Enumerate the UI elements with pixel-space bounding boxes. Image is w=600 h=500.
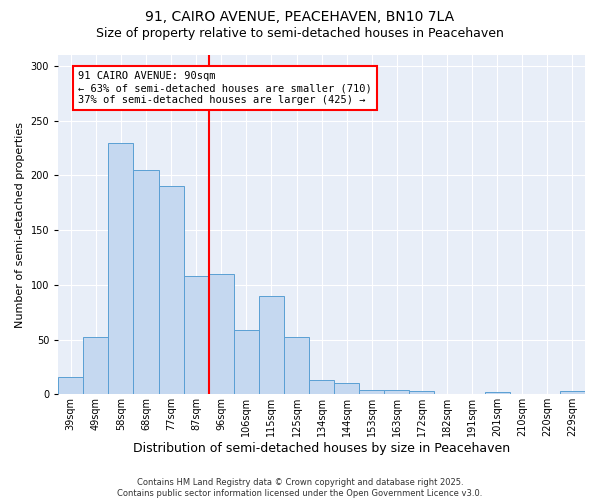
Bar [58,377,83,394]
Bar [359,390,385,394]
Bar [133,170,158,394]
Bar [385,390,409,394]
Bar [560,391,585,394]
Bar [259,296,284,394]
Bar [485,392,510,394]
Bar [83,338,109,394]
Bar [334,384,359,394]
Bar [309,380,334,394]
Text: Size of property relative to semi-detached houses in Peacehaven: Size of property relative to semi-detach… [96,28,504,40]
Bar [284,338,309,394]
Text: Contains HM Land Registry data © Crown copyright and database right 2025.
Contai: Contains HM Land Registry data © Crown c… [118,478,482,498]
X-axis label: Distribution of semi-detached houses by size in Peacehaven: Distribution of semi-detached houses by … [133,442,510,455]
Y-axis label: Number of semi-detached properties: Number of semi-detached properties [15,122,25,328]
Bar [234,330,259,394]
Bar [158,186,184,394]
Bar [409,391,434,394]
Text: 91, CAIRO AVENUE, PEACEHAVEN, BN10 7LA: 91, CAIRO AVENUE, PEACEHAVEN, BN10 7LA [145,10,455,24]
Bar [209,274,234,394]
Bar [184,276,209,394]
Text: 91 CAIRO AVENUE: 90sqm
← 63% of semi-detached houses are smaller (710)
37% of se: 91 CAIRO AVENUE: 90sqm ← 63% of semi-det… [78,72,372,104]
Bar [109,142,133,394]
